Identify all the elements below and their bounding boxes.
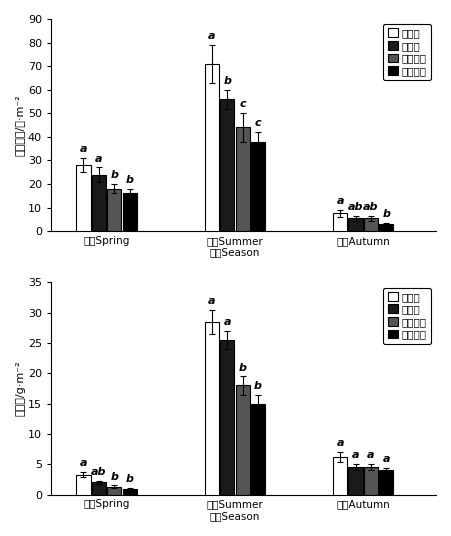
Y-axis label: 个体数量/只·m⁻²: 个体数量/只·m⁻²: [15, 94, 25, 156]
Legend: 对照区, 刈割区, 高羊茅区, 黑麦草区: 对照区, 刈割区, 高羊茅区, 黑麦草区: [383, 24, 431, 80]
Text: a: a: [367, 450, 375, 460]
Bar: [379, 470, 393, 495]
Text: ab: ab: [91, 467, 106, 477]
Text: a: a: [208, 296, 216, 306]
Bar: [349, 467, 363, 495]
Bar: [364, 467, 378, 495]
Text: b: b: [254, 381, 262, 391]
Text: b: b: [382, 209, 391, 219]
Text: c: c: [255, 118, 261, 128]
Text: ab: ab: [363, 202, 379, 212]
Bar: [333, 213, 347, 231]
Bar: [107, 189, 121, 231]
Bar: [251, 404, 265, 495]
Bar: [364, 218, 378, 231]
Bar: [205, 322, 219, 495]
Text: b: b: [239, 362, 247, 373]
Text: a: a: [352, 450, 359, 460]
Bar: [235, 385, 250, 495]
Bar: [349, 218, 363, 231]
Text: a: a: [336, 196, 344, 206]
Y-axis label: 生物量/g·m⁻²: 生物量/g·m⁻²: [15, 361, 25, 416]
Bar: [220, 340, 234, 495]
Bar: [205, 64, 219, 231]
Bar: [123, 489, 137, 495]
Text: a: a: [382, 454, 390, 464]
Text: a: a: [208, 31, 216, 41]
Text: b: b: [110, 170, 118, 180]
Bar: [76, 165, 91, 231]
Bar: [379, 224, 393, 231]
Text: b: b: [223, 76, 231, 86]
Text: c: c: [239, 100, 246, 109]
Bar: [251, 142, 265, 231]
Text: a: a: [223, 317, 231, 327]
Bar: [107, 487, 121, 495]
Text: a: a: [80, 458, 87, 468]
Legend: 对照区, 刈割区, 高羊茅区, 黑麦草区: 对照区, 刈割区, 高羊茅区, 黑麦草区: [383, 288, 431, 344]
Text: b: b: [110, 472, 118, 482]
Bar: [92, 175, 106, 231]
Text: ab: ab: [348, 202, 364, 212]
Bar: [123, 193, 137, 231]
Bar: [333, 457, 347, 495]
Text: a: a: [336, 438, 344, 448]
Text: b: b: [126, 175, 133, 185]
Text: a: a: [80, 144, 87, 154]
Text: b: b: [126, 474, 133, 485]
Text: a: a: [95, 154, 102, 163]
Bar: [92, 482, 106, 495]
Bar: [76, 474, 91, 495]
Bar: [235, 128, 250, 231]
Bar: [220, 99, 234, 231]
